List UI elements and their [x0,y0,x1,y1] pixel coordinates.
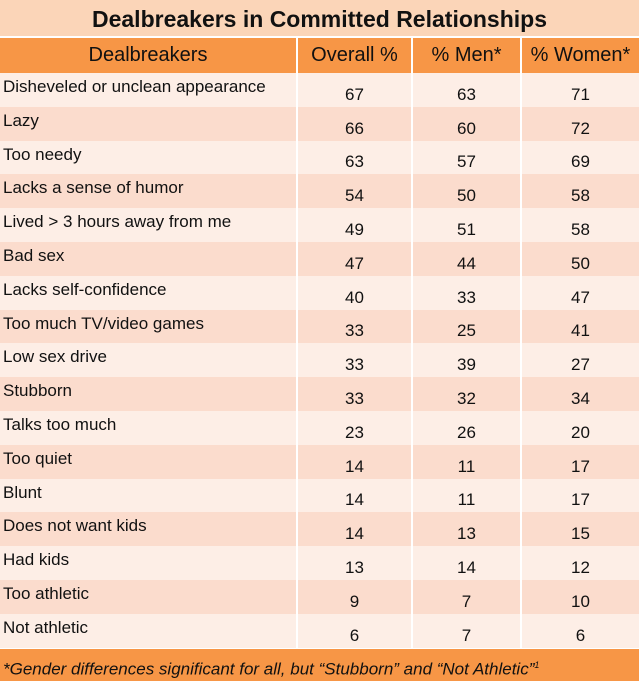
dealbreaker-label: Had kids [0,546,297,580]
men-value: 60 [411,106,521,141]
men-value: 44 [411,241,521,276]
men-value: 7 [411,613,521,648]
women-value: 72 [520,106,639,141]
footnote-marker: 1 [534,659,540,670]
table-row: Lacks a sense of humor 54 50 58 [0,174,639,209]
dealbreakers-table: Dealbreakers Overall % % Men* % Women* D… [0,36,639,648]
men-value: 11 [411,444,521,479]
women-value: 15 [520,512,639,547]
column-header-women: % Women* [520,36,639,73]
dealbreaker-label: Too needy [0,140,297,175]
women-value: 12 [520,546,639,580]
table-row: Had kids 13 14 12 [0,546,639,580]
table-row: Too athletic 9 7 10 [0,579,639,614]
overall-value: 49 [296,208,412,242]
men-value: 57 [411,140,521,175]
women-value: 27 [520,343,639,378]
dealbreaker-label: Too much TV/video games [0,309,297,344]
women-value: 50 [520,241,639,276]
men-value: 13 [411,512,521,547]
overall-value: 66 [296,106,412,141]
footnote: *Gender differences significant for all,… [0,647,639,681]
table-title: Dealbreakers in Committed Relationships [0,0,639,36]
overall-value: 67 [296,73,412,107]
overall-value: 14 [296,478,412,513]
women-value: 71 [520,73,639,107]
table-row: Too needy 63 57 69 [0,140,639,175]
dealbreaker-label: Stubborn [0,377,297,411]
women-value: 58 [520,174,639,209]
overall-value: 33 [296,377,412,411]
women-value: 20 [520,410,639,445]
table-row: Does not want kids 14 13 15 [0,512,639,547]
table-row: Blunt 14 11 17 [0,478,639,513]
table-row: Lacks self-confidence 40 33 47 [0,275,639,310]
dealbreaker-label: Low sex drive [0,343,297,378]
overall-value: 63 [296,140,412,175]
column-header-dealbreakers: Dealbreakers [0,36,297,73]
men-value: 33 [411,275,521,310]
men-value: 14 [411,546,521,580]
table-row: Too much TV/video games 33 25 41 [0,309,639,344]
women-value: 6 [520,613,639,648]
men-value: 63 [411,73,521,107]
women-value: 34 [520,377,639,411]
women-value: 17 [520,444,639,479]
table-row: Not athletic 6 7 6 [0,613,639,648]
dealbreaker-label: Too athletic [0,579,297,614]
women-value: 69 [520,140,639,175]
women-value: 10 [520,579,639,614]
women-value: 17 [520,478,639,513]
column-header-overall: Overall % [296,36,412,73]
dealbreaker-label: Blunt [0,478,297,513]
women-value: 47 [520,275,639,310]
dealbreaker-label: Talks too much [0,410,297,445]
table-row: Low sex drive 33 39 27 [0,343,639,378]
dealbreaker-label: Not athletic [0,613,297,648]
men-value: 51 [411,208,521,242]
dealbreaker-label: Lazy [0,106,297,141]
dealbreaker-label: Lacks a sense of humor [0,174,297,209]
overall-value: 6 [296,613,412,648]
dealbreaker-label: Disheveled or unclean appearance [0,73,297,107]
dealbreaker-label: Does not want kids [0,512,297,547]
men-value: 7 [411,579,521,614]
overall-value: 14 [296,444,412,479]
men-value: 11 [411,478,521,513]
overall-value: 9 [296,579,412,614]
men-value: 25 [411,309,521,344]
header-row: Dealbreakers Overall % % Men* % Women* [0,36,639,73]
table-row: Disheveled or unclean appearance 67 63 71 [0,73,639,107]
table-row: Lazy 66 60 72 [0,106,639,141]
dealbreaker-label: Bad sex [0,241,297,276]
dealbreaker-label: Lived > 3 hours away from me [0,208,297,242]
overall-value: 33 [296,343,412,378]
women-value: 58 [520,208,639,242]
men-value: 50 [411,174,521,209]
overall-value: 23 [296,410,412,445]
women-value: 41 [520,309,639,344]
overall-value: 13 [296,546,412,580]
overall-value: 14 [296,512,412,547]
footnote-text: *Gender differences significant for all,… [3,659,535,679]
table-row: Bad sex 47 44 50 [0,241,639,276]
table-row: Lived > 3 hours away from me 49 51 58 [0,208,639,242]
overall-value: 33 [296,309,412,344]
men-value: 32 [411,377,521,411]
table-row: Talks too much 23 26 20 [0,410,639,445]
table-row: Too quiet 14 11 17 [0,444,639,479]
overall-value: 47 [296,241,412,276]
men-value: 39 [411,343,521,378]
overall-value: 54 [296,174,412,209]
table-row: Stubborn 33 32 34 [0,377,639,411]
overall-value: 40 [296,275,412,310]
dealbreaker-label: Too quiet [0,444,297,479]
dealbreaker-label: Lacks self-confidence [0,275,297,310]
men-value: 26 [411,410,521,445]
column-header-men: % Men* [411,36,521,73]
